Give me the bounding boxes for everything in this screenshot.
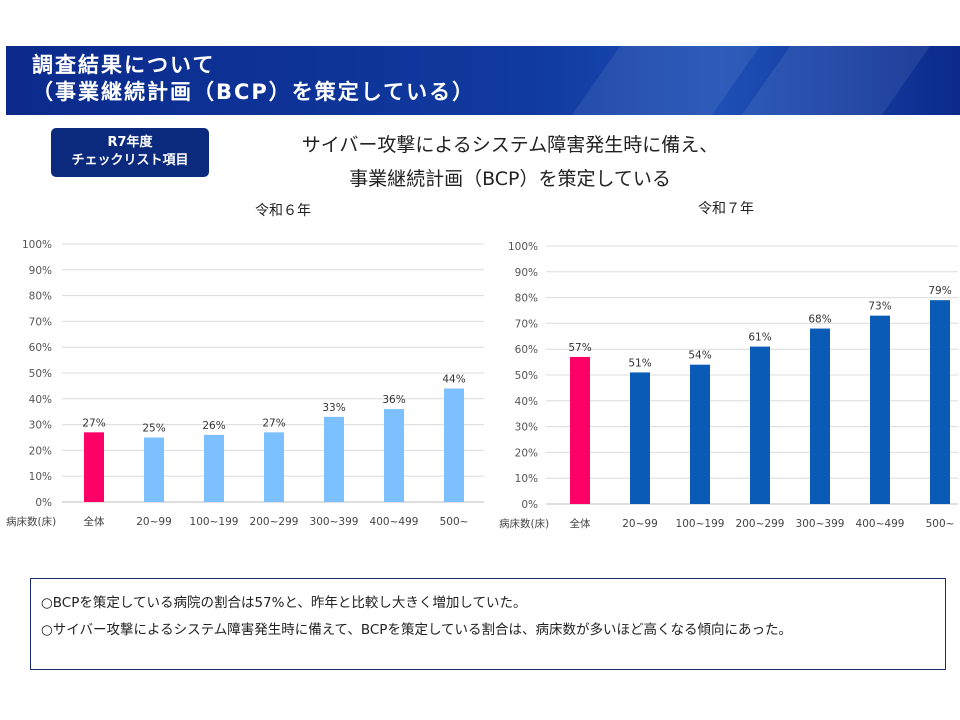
x-tick-label: 400~499 [370,516,419,528]
y-tick-label: 80% [29,291,52,303]
y-tick-label: 70% [29,316,52,328]
checklist-badge: R7年度 チェックリスト項目 [51,128,209,177]
x-tick-label: 100~199 [190,516,239,528]
y-tick-label: 10% [515,473,538,485]
page-title-line1: 調査結果について [32,53,216,77]
page-title-line2: （事業継続計画（BCP）を策定している） [32,80,476,104]
header-banner: 調査結果について （事業継続計画（BCP）を策定している） [6,46,960,115]
bar [84,432,104,502]
x-tick-label: 500~ [440,516,469,528]
data-label: 27% [82,417,105,429]
y-tick-label: 30% [515,422,538,434]
data-label: 79% [928,285,951,297]
y-tick-label: 50% [515,370,538,382]
finding-2: ○サイバー攻撃によるシステム障害発生時に備えて、BCPを策定している割合は、病床… [41,622,793,638]
header-stripe [741,46,931,115]
data-label: 36% [382,394,405,406]
y-tick-label: 40% [515,396,538,408]
data-label: 61% [748,332,771,344]
x-tick-label: 全体 [84,515,105,528]
x-tick-label: 200~299 [250,516,299,528]
y-tick-label: 30% [29,420,52,432]
subtitle-line2: 事業継続計画（BCP）を策定している [349,168,671,190]
y-tick-label: 40% [29,394,52,406]
x-tick-label: 200~299 [736,518,785,530]
checklist-item-title: サイバー攻撃によるシステム障害発生時に備え、 事業継続計画（BCP）を策定してい… [230,128,790,196]
x-tick-label: 500~ [926,518,955,530]
x-axis-label: 病床数(床) [6,515,56,528]
x-tick-label: 100~199 [676,518,725,530]
bar [690,364,710,504]
y-tick-label: 20% [515,447,538,459]
data-label: 44% [442,373,465,385]
data-label: 25% [142,423,165,435]
subtitle-line1: サイバー攻撃によるシステム障害発生時に備え、 [301,134,719,156]
bar [444,388,464,502]
x-tick-label: 20~99 [622,518,658,530]
bar [630,372,650,504]
y-tick-label: 10% [29,471,52,483]
bar [324,416,344,502]
bar [930,300,950,504]
data-label: 33% [322,402,345,414]
bar [750,346,770,504]
y-tick-label: 70% [515,318,538,330]
y-tick-label: 60% [29,342,52,354]
data-label: 54% [688,350,711,362]
y-tick-label: 100% [508,241,538,253]
y-tick-label: 0% [521,499,538,511]
x-tick-label: 全体 [570,517,591,530]
y-tick-label: 90% [29,265,52,277]
data-label: 27% [262,417,285,429]
bar [384,409,404,502]
header-stripe [571,46,761,115]
badge-line2: チェックリスト項目 [71,153,189,168]
chart-title: 令和６年 [255,203,311,219]
y-tick-label: 0% [35,497,52,509]
bar [570,356,590,504]
x-tick-label: 20~99 [136,516,172,528]
data-label: 57% [568,342,591,354]
y-tick-label: 50% [29,368,52,380]
data-label: 73% [868,301,891,313]
bar [810,328,830,504]
y-tick-label: 80% [515,293,538,305]
bar [144,437,164,502]
chart-title: 令和７年 [698,201,754,217]
x-axis-label: 病床数(床) [499,517,549,530]
bar [870,315,890,504]
findings-box: ○BCPを策定している病院の割合は57%と、昨年と比較し大きく増加していた。 ○… [30,578,946,670]
page-title: 調査結果について （事業継続計画（BCP）を策定している） [32,52,475,106]
bar-charts: 令和６年 0% 10% 20% 30% 40% 50% 60% 70% 80% 90% 100% 病床数… [6,201,958,530]
data-label: 68% [808,314,831,326]
x-tick-label: 300~399 [796,518,845,530]
finding-1: ○BCPを策定している病院の割合は57%と、昨年と比較し大きく増加していた。 [41,595,527,611]
data-label: 26% [202,420,225,432]
bar [204,434,224,502]
bar [264,432,284,502]
y-tick-label: 90% [515,267,538,279]
x-tick-label: 400~499 [856,518,905,530]
data-label: 51% [628,357,651,369]
y-tick-label: 60% [515,344,538,356]
x-tick-label: 300~399 [310,516,359,528]
badge-line1: R7年度 [107,135,153,150]
y-tick-label: 20% [29,445,52,457]
y-tick-label: 100% [22,239,52,251]
